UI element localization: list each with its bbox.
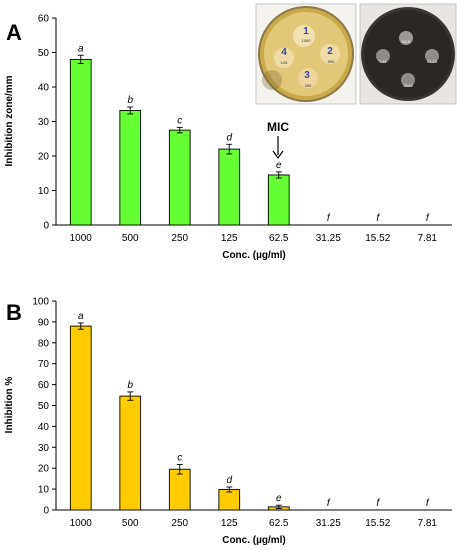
mic-label: MIC	[267, 120, 289, 134]
a-x-tick-label: 15.52	[365, 233, 390, 244]
photo-b-label-15-62: 15.62	[403, 83, 414, 88]
panel-b-bars: a b c d e f f f	[69, 311, 430, 511]
photo-b-label-7-81: 7.81	[379, 59, 388, 64]
a-significance-letter: e	[276, 160, 282, 171]
a-significance-letter: c	[177, 115, 182, 126]
panel-a-x-ticks: 1000 500 250 125 62.5 31.25 15.52 7.81	[70, 233, 438, 244]
panel-a-x-axis-title: Conc. (µg/ml)	[222, 250, 286, 261]
b-y-tick-label: 50	[38, 401, 50, 412]
a-x-tick-label: 500	[122, 233, 139, 244]
b-y-tick-label: 80	[38, 338, 50, 349]
panel-b-y-axis-title: Inhibition %	[4, 377, 15, 434]
a-x-tick-label: 62.5	[269, 233, 289, 244]
photo-a-label-4: 4	[281, 47, 287, 58]
a-bar	[69, 58, 92, 226]
a-y-tick-label: 10	[38, 186, 50, 197]
panel-a-y-ticks: 0 10 20 30 40 50 60	[38, 14, 56, 232]
b-significance-letter: a	[78, 311, 84, 322]
mic-arrow-head	[272, 150, 284, 160]
photo-a-label-250: 250	[305, 83, 312, 88]
a-significance-letter: f	[426, 213, 430, 224]
panel-b: B 0 10 20 30 40 50 60 70 80 90 100 a b c d e f f f 1000 50…	[4, 297, 452, 546]
b-x-tick-label: 31.25	[316, 518, 341, 529]
photo-a-label-2: 2	[327, 46, 333, 57]
panel-a: A 1 1000 4 125 2 500 3 250	[4, 3, 457, 261]
a-x-tick-label: 7.81	[418, 233, 438, 244]
b-significance-letter: b	[127, 380, 133, 391]
a-x-tick-label: 250	[171, 233, 188, 244]
b-significance-letter: c	[177, 452, 182, 463]
panel-a-y-axis-title: Inhibition zone/mm	[4, 75, 15, 166]
b-y-tick-label: 90	[38, 317, 50, 328]
b-significance-letter: d	[226, 475, 232, 486]
a-significance-letter: d	[226, 132, 232, 143]
b-significance-letter: f	[426, 498, 430, 509]
photo-a-label-500: 500	[328, 59, 335, 64]
b-x-tick-label: 7.81	[418, 518, 438, 529]
b-y-tick-label: 60	[38, 380, 50, 391]
b-significance-letter: f	[327, 498, 331, 509]
b-x-tick-label: 250	[171, 518, 188, 529]
b-x-tick-label: 15.52	[365, 518, 390, 529]
b-y-tick-label: 70	[38, 359, 50, 370]
a-y-tick-label: 60	[38, 14, 50, 25]
b-y-tick-label: 40	[38, 422, 50, 433]
inset-photo-low-concentrations: 62.5 7.81 31.25 15.62	[359, 3, 457, 105]
a-bar	[168, 129, 191, 226]
panel-b-y-ticks: 0 10 20 30 40 50 60 70 80 90 100	[32, 297, 56, 517]
photo-b-label-31-25: 31.25	[427, 59, 438, 64]
b-x-tick-label: 1000	[70, 518, 93, 529]
b-bar	[218, 489, 241, 511]
photo-a-label-1: 1	[303, 26, 309, 37]
panel-a-bars: a b c d e f f f	[69, 43, 430, 226]
b-y-tick-label: 30	[38, 443, 50, 454]
mic-annotation: MIC	[267, 120, 289, 160]
a-significance-letter: a	[78, 43, 84, 54]
a-bar	[218, 148, 241, 226]
b-significance-letter: f	[376, 498, 380, 509]
b-bar	[168, 468, 191, 511]
a-y-tick-label: 50	[38, 48, 50, 59]
photo-a-label-3: 3	[304, 70, 310, 81]
a-x-tick-label: 31.25	[316, 233, 341, 244]
photo-a-label-1000: 1000	[302, 38, 312, 43]
photo-a-label-125: 125	[281, 60, 288, 65]
a-y-tick-label: 30	[38, 117, 50, 128]
a-y-tick-label: 20	[38, 152, 50, 163]
b-bar	[69, 325, 92, 511]
inset-photo-high-concentrations: 1 1000 4 125 2 500 3 250	[255, 3, 357, 105]
b-y-tick-label: 10	[38, 485, 50, 496]
a-bar	[267, 174, 290, 226]
a-significance-letter: b	[127, 95, 133, 106]
b-x-tick-label: 500	[122, 518, 139, 529]
panel-b-x-axis-title: Conc. (µg/ml)	[222, 535, 286, 546]
a-x-tick-label: 125	[221, 233, 238, 244]
photo-b-label-62-5: 62.5	[402, 39, 411, 44]
b-x-tick-label: 62.5	[269, 518, 289, 529]
panel-a-label: A	[6, 20, 22, 45]
a-y-tick-label: 40	[38, 83, 50, 94]
b-y-tick-label: 0	[43, 506, 49, 517]
a-y-tick-label: 0	[43, 221, 49, 232]
b-bar	[119, 395, 142, 511]
a-bar	[119, 110, 142, 226]
b-significance-letter: e	[276, 493, 282, 504]
b-y-tick-label: 100	[32, 297, 49, 308]
panel-b-x-ticks: 1000 500 250 125 62.5 31.25 15.52 7.81	[70, 518, 438, 529]
panel-b-label: B	[6, 300, 22, 325]
b-y-tick-label: 20	[38, 464, 50, 475]
a-x-tick-label: 1000	[70, 233, 93, 244]
b-x-tick-label: 125	[221, 518, 238, 529]
a-significance-letter: f	[376, 213, 380, 224]
a-significance-letter: f	[327, 213, 331, 224]
